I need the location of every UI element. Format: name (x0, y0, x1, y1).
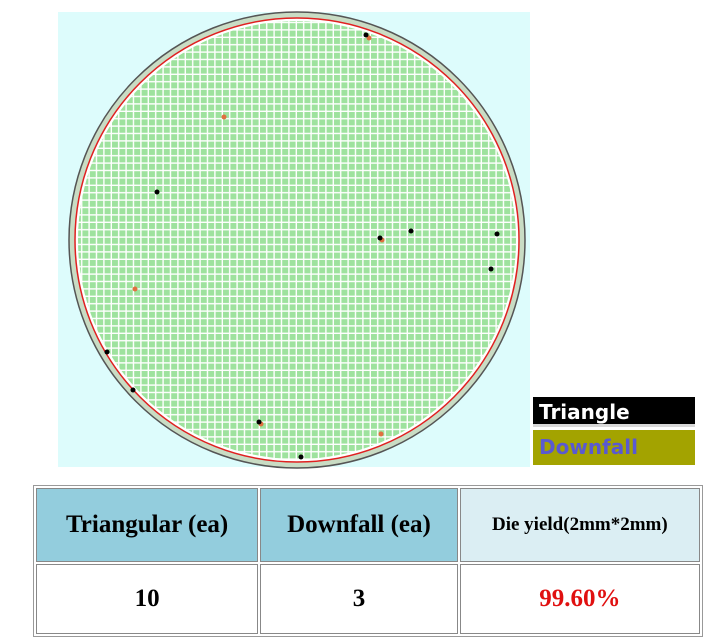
header-cell: Triangular (ea) (36, 488, 259, 562)
defect (221, 114, 227, 120)
summary-table: Triangular (ea) Downfall (ea) Die yield(… (33, 485, 703, 637)
header-row: Triangular (ea) Downfall (ea) Die yield(… (36, 488, 700, 562)
data-row: 10 3 99.60% (36, 564, 700, 634)
legend-item: Triangle (533, 397, 695, 427)
defect (132, 286, 138, 292)
cell: 99.60% (459, 564, 700, 634)
defect (256, 419, 262, 425)
defect (130, 387, 136, 393)
defect (363, 32, 369, 38)
defect (154, 189, 160, 195)
defect (377, 235, 383, 241)
defect (104, 349, 110, 355)
wafer-map (58, 11, 530, 469)
defect (378, 431, 384, 437)
cell: 3 (260, 564, 458, 634)
defects (104, 32, 500, 460)
defect (298, 454, 304, 460)
header-cell: Downfall (ea) (260, 488, 458, 562)
header-cell: Die yield(2mm*2mm) (459, 488, 700, 562)
cell: 10 (36, 564, 259, 634)
defect (408, 228, 414, 234)
defect (488, 266, 494, 272)
die-grid (78, 21, 516, 459)
defect (494, 231, 500, 237)
legend-item: Downfall (533, 430, 695, 465)
